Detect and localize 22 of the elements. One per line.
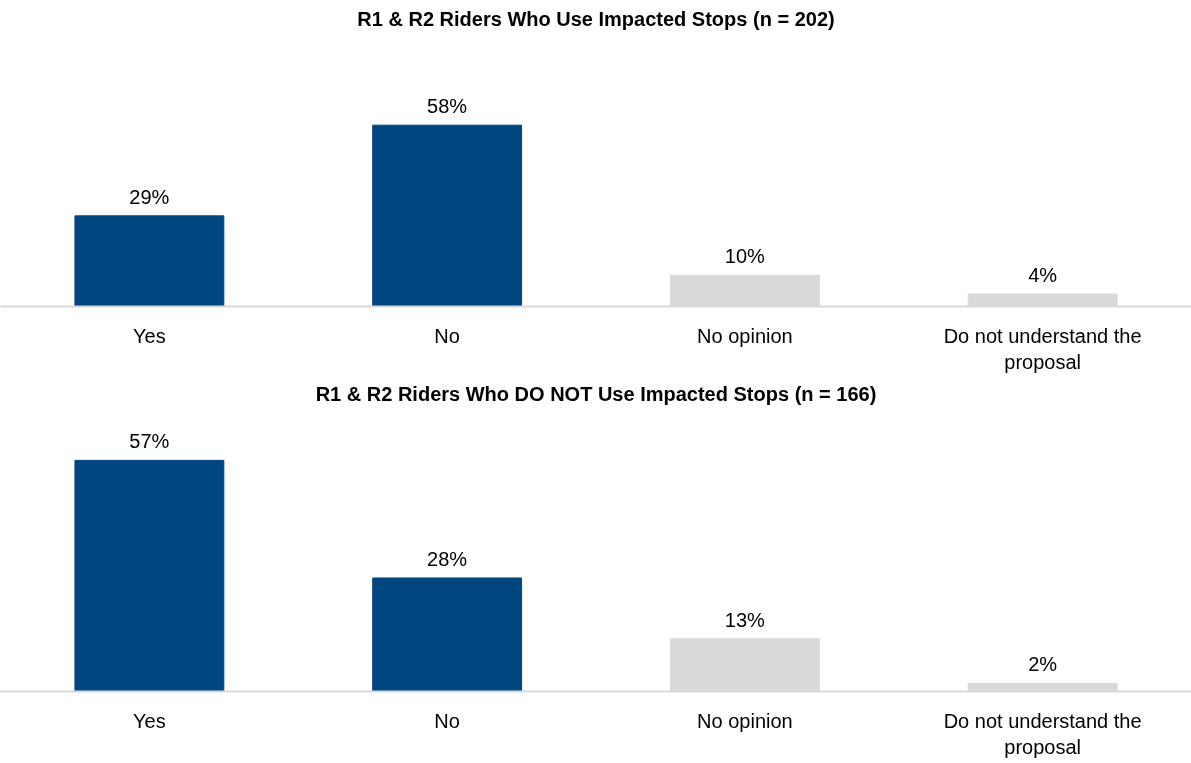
x-tick-label: Do not understand the proposal [943,324,1142,373]
data-label: 58% [427,95,468,118]
data-label: 13% [724,608,766,631]
chart-title: R1 & R2 Riders Who Use Impacted Stops (n = 202) [357,7,835,30]
bar [372,577,523,692]
data-label: 2% [1028,653,1058,676]
data-label: 57% [129,430,170,453]
bar [74,459,225,692]
x-tick-label: Yes [133,709,166,732]
x-tick-label: No opinion [697,709,793,732]
x-tick-label: Do not understand the proposal [943,709,1142,758]
data-label: 29% [129,185,170,208]
x-tick-label: Yes [133,324,166,347]
x-tick-label: No [434,324,460,347]
x-tick-label: No opinion [697,324,793,347]
data-label: 28% [427,547,468,570]
x-tick-label: No [434,709,460,732]
bar [372,124,523,307]
chart-title: R1 & R2 Riders Who DO NOT Use Impacted Stops (n = 166) [315,382,877,405]
data-label: 4% [1028,263,1058,286]
bar [74,215,225,307]
data-label: 10% [724,245,766,268]
